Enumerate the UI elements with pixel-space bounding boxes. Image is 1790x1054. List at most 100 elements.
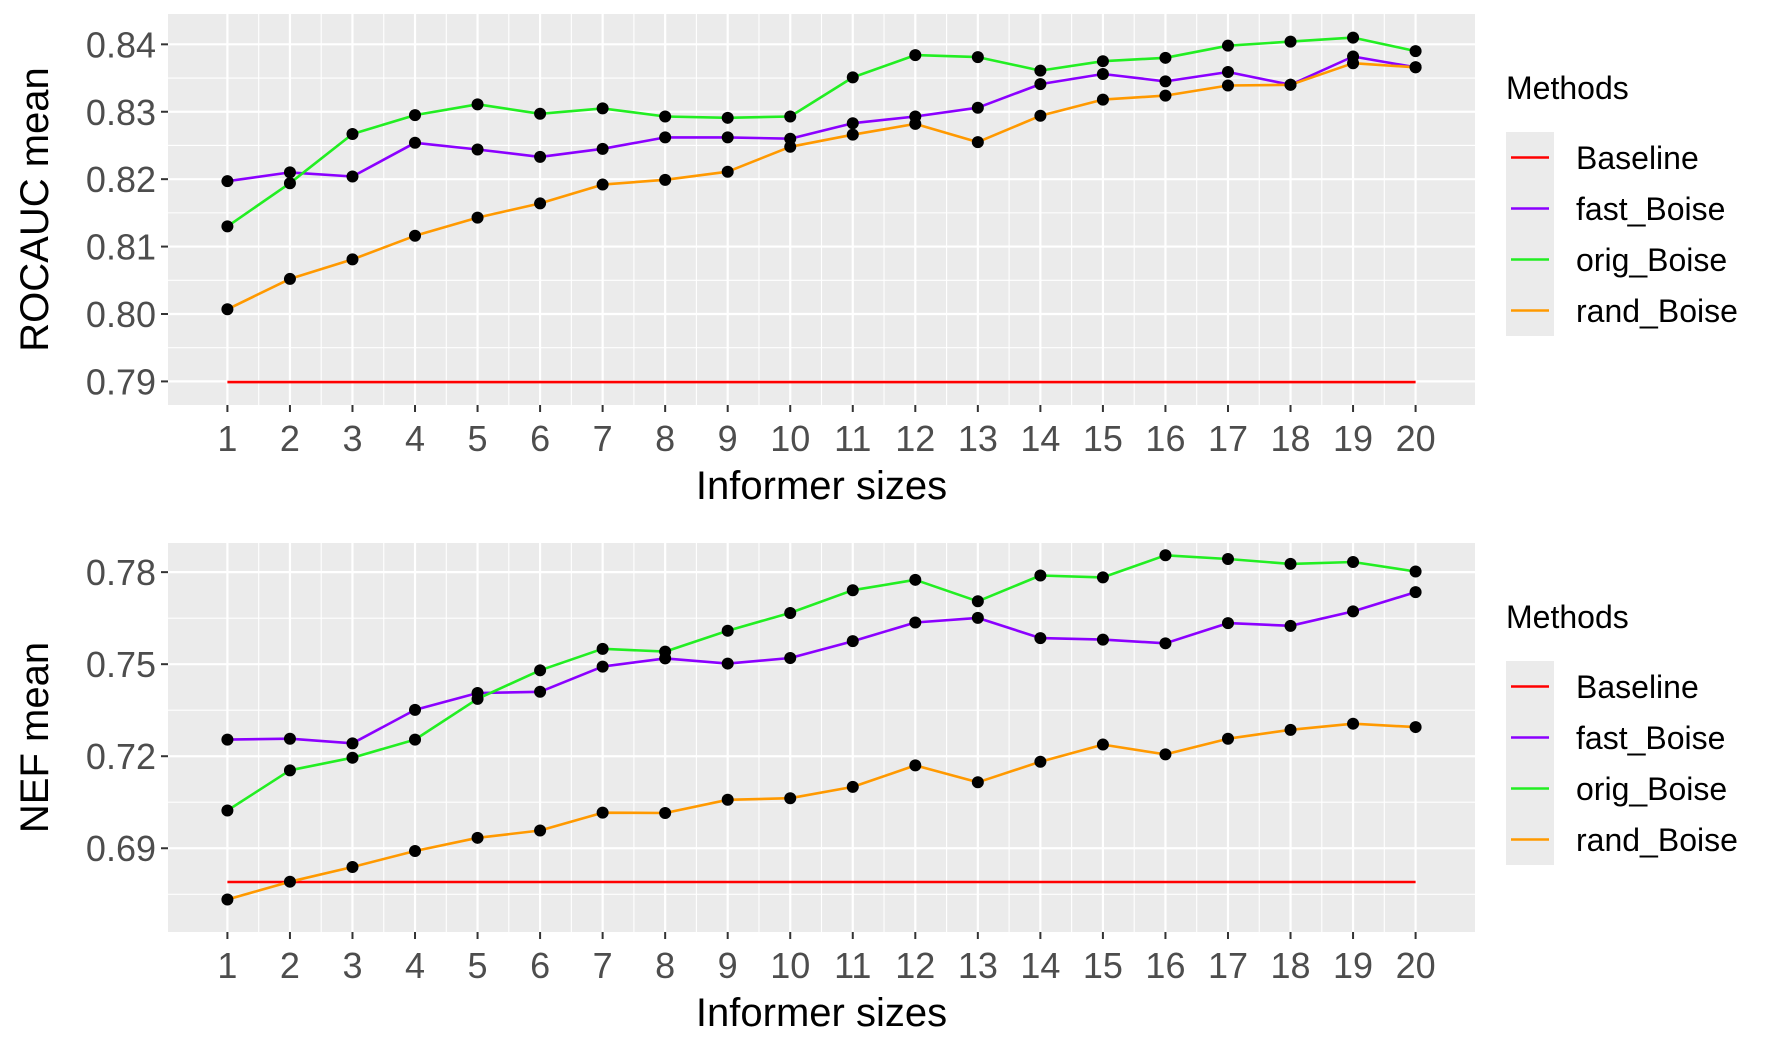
data-point-rand-boise — [784, 792, 797, 805]
data-point-fast-boise — [971, 611, 984, 624]
data-point-rand-boise — [721, 793, 734, 806]
x-tick-label: 17 — [1208, 945, 1248, 986]
data-point-orig-boise — [659, 645, 672, 658]
x-axis-title: Informer sizes — [696, 991, 947, 1035]
data-point-orig-boise — [1096, 571, 1109, 584]
x-tick-label: 10 — [770, 418, 810, 459]
data-point-orig-boise — [596, 102, 609, 115]
series-line-fast-boise — [227, 590, 1416, 745]
data-point-orig-boise — [1284, 35, 1297, 48]
x-tick-label: 18 — [1270, 945, 1310, 986]
x-tick-label: 5 — [468, 418, 488, 459]
x-axis-title: Informer sizes — [696, 464, 947, 508]
data-point-fast-boise — [1096, 67, 1109, 80]
x-tick-label: 18 — [1270, 418, 1310, 459]
data-point-fast-boise — [1159, 637, 1172, 650]
data-point-orig-boise — [909, 573, 922, 586]
y-tick-label: 0.84 — [86, 24, 156, 65]
data-point-fast-boise — [596, 660, 609, 673]
data-point-orig-boise — [846, 71, 859, 84]
data-point-fast-boise — [346, 170, 359, 183]
legend-label-baseline: Baseline — [1576, 669, 1699, 705]
x-tick-label: 15 — [1083, 945, 1123, 986]
data-point-rand-boise — [221, 303, 234, 316]
data-point-fast-boise — [409, 703, 422, 716]
x-tick-label: 11 — [834, 945, 871, 986]
x-tick-label: 16 — [1145, 418, 1185, 459]
data-point-orig-boise — [283, 764, 296, 777]
series-line-rand-boise — [226, 61, 1416, 311]
x-tick-label: 8 — [655, 418, 675, 459]
x-tick-label: 19 — [1333, 418, 1373, 459]
x-tick-label: 9 — [718, 418, 738, 459]
data-point-orig-boise — [534, 664, 547, 677]
legend-label-orig-boise: orig_Boise — [1576, 242, 1727, 278]
data-point-rand-boise — [1034, 109, 1047, 122]
x-tick-label: 14 — [1020, 418, 1060, 459]
y-axis-title: ROCAUC mean — [13, 67, 57, 352]
data-point-rand-boise — [659, 806, 672, 819]
data-point-orig-boise — [659, 110, 672, 123]
data-point-orig-boise — [1034, 569, 1047, 582]
data-point-fast-boise — [784, 652, 797, 665]
x-tick-label: 1 — [217, 945, 237, 986]
x-tick-label: 13 — [958, 945, 998, 986]
data-point-orig-boise — [596, 642, 609, 655]
data-point-rand-boise — [846, 780, 859, 793]
data-point-fast-boise — [409, 136, 422, 149]
legend-title: Methods — [1506, 70, 1629, 106]
data-point-orig-boise — [283, 177, 296, 190]
legend-label-baseline: Baseline — [1576, 140, 1699, 176]
data-point-orig-boise — [1159, 549, 1172, 562]
x-tick-label: 10 — [770, 945, 810, 986]
data-point-rand-boise — [1159, 748, 1172, 761]
data-point-rand-boise — [1409, 61, 1422, 74]
data-point-fast-boise — [846, 117, 859, 130]
data-point-orig-boise — [721, 111, 734, 124]
data-point-fast-boise — [1347, 605, 1360, 618]
x-tick-label: 20 — [1396, 418, 1436, 459]
legend-label-orig-boise: orig_Boise — [1576, 771, 1727, 807]
data-point-orig-boise — [909, 49, 922, 62]
x-tick-label: 3 — [342, 418, 362, 459]
data-point-orig-boise — [1409, 565, 1422, 578]
series-line-orig-boise — [226, 36, 1416, 228]
x-tick-label: 1 — [217, 418, 237, 459]
x-tick-label: 16 — [1145, 945, 1185, 986]
series-line-orig-boise — [226, 553, 1416, 812]
data-point-fast-boise — [534, 150, 547, 163]
y-tick-label: 0.78 — [86, 552, 156, 593]
x-tick-label: 6 — [530, 418, 550, 459]
data-point-orig-boise — [1347, 556, 1360, 569]
data-point-fast-boise — [909, 616, 922, 629]
data-point-fast-boise — [471, 143, 484, 156]
y-tick-label: 0.81 — [86, 227, 156, 268]
data-point-rand-boise — [1221, 732, 1234, 745]
data-point-fast-boise — [846, 635, 859, 648]
x-tick-label: 2 — [280, 945, 300, 986]
data-point-orig-boise — [784, 110, 797, 123]
data-point-rand-boise — [846, 128, 859, 141]
data-point-rand-boise — [909, 117, 922, 130]
x-tick-label: 9 — [718, 945, 738, 986]
data-point-orig-boise — [346, 751, 359, 764]
y-tick-label: 0.75 — [86, 644, 156, 685]
data-point-orig-boise — [1221, 552, 1234, 565]
data-point-orig-boise — [784, 606, 797, 619]
data-point-fast-boise — [596, 142, 609, 155]
data-point-rand-boise — [1221, 79, 1234, 92]
data-point-orig-boise — [971, 595, 984, 608]
data-point-orig-boise — [221, 804, 234, 817]
x-tick-label: 5 — [468, 945, 488, 986]
data-point-rand-boise — [596, 178, 609, 191]
data-point-rand-boise — [409, 229, 422, 242]
data-point-rand-boise — [534, 824, 547, 837]
data-point-rand-boise — [346, 253, 359, 266]
panel-2: 0.690.720.750.781 2 3 4 5 6 7 8 9 10 11 12 13 14 15 16 1… — [13, 543, 1738, 1035]
x-tick-label: 8 — [655, 945, 675, 986]
x-tick-label: 7 — [593, 945, 613, 986]
x-tick-label: 7 — [593, 418, 613, 459]
x-tick-label: 19 — [1333, 945, 1373, 986]
